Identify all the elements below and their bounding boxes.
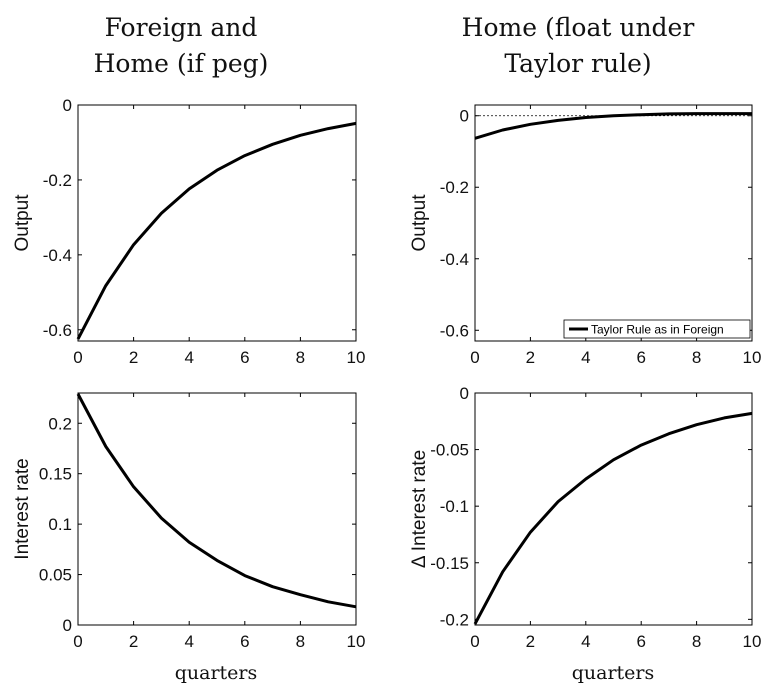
y-tick-label-bottom-left-0: 0: [63, 616, 72, 635]
y-tick-label-top-right-1: -0.4: [440, 250, 469, 269]
x-axis-label-left: quarters: [174, 662, 258, 684]
panel-bottom-left: 0 2 4 6 8 10 0 0.05 0.1 0.15 0.2 Interest rate: [12, 392, 366, 651]
x-tick-label-bottom-left-1: 2: [129, 632, 138, 651]
x-axis-label-right: quarters: [571, 662, 655, 684]
series-line-top-right-0: [474, 112, 752, 140]
y-axis-label-bottom-right: Δ Interest rate: [409, 450, 430, 568]
x-tick-label-bottom-left-3: 6: [240, 632, 249, 651]
column-title-left: Foreign and Home (if peg): [21, 10, 341, 82]
x-tick-label-bottom-right-1: 2: [526, 632, 535, 651]
x-tick-label-top-right-2: 4: [581, 348, 590, 367]
x-tick-label-bottom-right-4: 8: [692, 632, 701, 651]
column-title-right: Home (float under Taylor rule): [418, 10, 738, 82]
x-tick-label-top-left-2: 4: [184, 348, 193, 367]
x-tick-label-bottom-left-5: 10: [347, 632, 366, 651]
series-line-bottom-right-0: [473, 411, 753, 625]
y-tick-label-bottom-right-4: 0: [460, 384, 469, 403]
legend-label-top-right: Taylor Rule as in Foreign: [591, 323, 724, 337]
x-tick-label-bottom-right-2: 4: [581, 632, 590, 651]
axes-box-bottom-left: [77, 392, 357, 626]
y-tick-label-bottom-left-4: 0.2: [48, 414, 72, 433]
column-title-left-line1: Foreign and: [104, 13, 258, 42]
legend-box-top-right: [563, 319, 751, 339]
axes-box-top-right: [474, 104, 753, 342]
x-tick-label-top-right-5: 10: [743, 348, 761, 367]
x-tick-label-top-right-1: 2: [526, 348, 535, 367]
y-tick-label-top-left-1: -0.4: [43, 246, 72, 265]
x-tick-label-top-right-3: 6: [636, 348, 645, 367]
x-tick-label-bottom-left-0: 0: [73, 632, 82, 651]
y-axis-label-top-right: Output: [409, 194, 430, 252]
series-line-bottom-left-0: [76, 393, 357, 609]
column-title-left-line2: Home (if peg): [93, 49, 269, 78]
x-tick-label-top-left-0: 0: [73, 348, 82, 367]
y-tick-label-bottom-left-3: 0.15: [39, 465, 72, 484]
x-tick-label-bottom-right-0: 0: [470, 632, 479, 651]
y-tick-label-bottom-right-2: -0.1: [440, 497, 469, 516]
y-tick-label-top-right-3: 0: [460, 107, 469, 126]
y-tick-label-bottom-left-1: 0.05: [39, 566, 72, 585]
panel-top-right: 0 2 4 6 8 10 -0.6 -0.4 -0.2 0 Output Taylor Rule as…: [409, 104, 761, 367]
y-tick-label-top-right-0: -0.6: [440, 321, 469, 340]
y-tick-label-top-left-0: -0.6: [43, 321, 72, 340]
series-line-top-left-0: [76, 121, 357, 340]
column-title-right-line1: Home (float under: [461, 13, 695, 42]
y-tick-label-top-left-3: 0: [63, 96, 72, 115]
x-tick-label-top-left-4: 8: [296, 348, 305, 367]
y-tick-label-top-left-2: -0.2: [43, 171, 72, 190]
x-tick-label-top-left-5: 10: [347, 348, 366, 367]
y-tick-label-bottom-right-1: -0.15: [430, 554, 469, 573]
panel-bottom-right: 0 2 4 6 8 10 -0.2 -0.15 -0.1 -0.05 0 Δ Interest rat…: [409, 384, 761, 651]
x-tick-label-bottom-left-2: 4: [184, 632, 193, 651]
x-tick-label-top-right-4: 8: [692, 348, 701, 367]
x-tick-label-bottom-right-5: 10: [743, 632, 761, 651]
axes-box-bottom-right: [474, 392, 753, 626]
x-tick-label-bottom-right-3: 6: [636, 632, 645, 651]
y-tick-label-bottom-right-0: -0.2: [440, 610, 469, 629]
y-axis-label-top-left: Output: [12, 194, 33, 252]
panel-top-left: 0 2 4 6 8 10 -0.6 -0.4 -0.2 0 Output: [12, 96, 365, 367]
x-tick-label-top-left-3: 6: [240, 348, 249, 367]
column-title-right-line2: Taylor rule): [504, 49, 652, 78]
x-tick-label-top-right-0: 0: [470, 348, 479, 367]
axes-box-top-left: [77, 104, 357, 342]
y-tick-label-bottom-right-3: -0.05: [430, 441, 469, 460]
x-tick-label-bottom-left-4: 8: [296, 632, 305, 651]
y-tick-label-bottom-left-2: 0.1: [48, 515, 72, 534]
y-axis-label-bottom-left: Interest rate: [12, 458, 33, 559]
x-tick-label-top-left-1: 2: [129, 348, 138, 367]
y-tick-label-top-right-2: -0.2: [440, 178, 469, 197]
